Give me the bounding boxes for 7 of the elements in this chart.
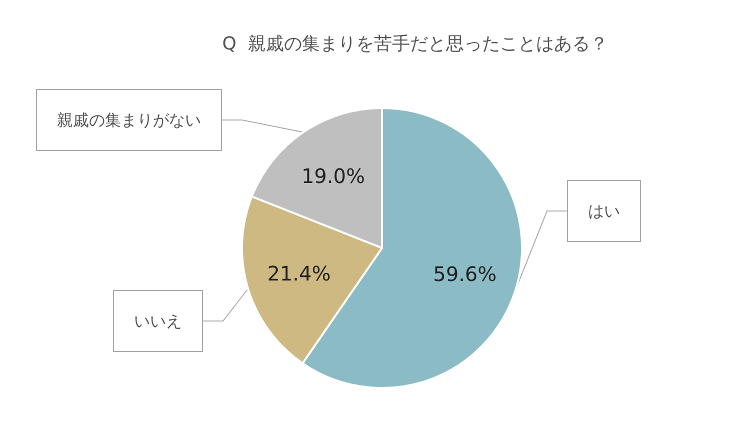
slice-label: いいえ: [134, 312, 182, 330]
data-label: 59.6%: [433, 262, 497, 286]
slice-label: はい: [588, 202, 620, 220]
data-label: 21.4%: [267, 261, 331, 286]
chart-title: Q 親戚の集まりを苦手だと思ったことはある？: [222, 34, 608, 54]
data-label: 19.0%: [301, 164, 365, 188]
slice-label: 親戚の集まりがない: [57, 110, 201, 130]
